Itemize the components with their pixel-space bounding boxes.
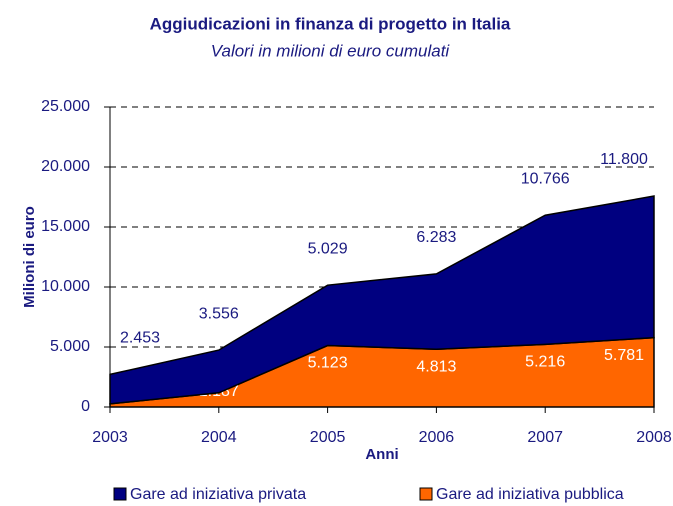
y-tick-label: 0	[81, 398, 90, 415]
x-tick-label: 2007	[527, 429, 563, 446]
x-tick-label: 2006	[419, 429, 455, 446]
y-tick-label: 10.000	[41, 278, 90, 295]
area	[109, 195, 655, 405]
y-tick-label: 5.000	[50, 338, 90, 355]
data-label: 2.453	[120, 330, 160, 347]
legend-swatch	[419, 487, 433, 501]
legend-label: Gare ad iniziativa privata	[130, 486, 306, 503]
data-label: 3.556	[199, 305, 239, 322]
data-label: 11.800	[600, 151, 648, 168]
chart-subtitle: Valori in milioni di euro cumulati	[211, 41, 451, 60]
x-tick-label: 2004	[201, 429, 237, 446]
data-label: 5.029	[308, 240, 348, 257]
data-label: 5.123	[308, 355, 348, 372]
x-axis-label: Anni	[365, 446, 398, 463]
y-tick-label: 20.000	[41, 158, 90, 175]
data-label: 10.766	[521, 170, 570, 187]
data-label: 5.216	[525, 354, 565, 371]
legend-swatch	[113, 487, 127, 501]
y-axis-label: Milioni di euro	[21, 206, 38, 308]
y-tick-label: 25.000	[41, 98, 90, 115]
y-tick-label: 15.000	[41, 218, 90, 235]
legend-label: Gare ad iniziativa pubblica	[436, 486, 624, 503]
chart-title: Aggiudicazioni in finanza di progetto in…	[150, 14, 511, 33]
x-tick-label: 2008	[636, 429, 672, 446]
x-tick-label: 2003	[92, 429, 128, 446]
data-label: 4.813	[416, 358, 456, 375]
data-label: 6.283	[416, 229, 456, 246]
data-label: 5.781	[604, 347, 644, 364]
x-tick-label: 2005	[310, 429, 346, 446]
